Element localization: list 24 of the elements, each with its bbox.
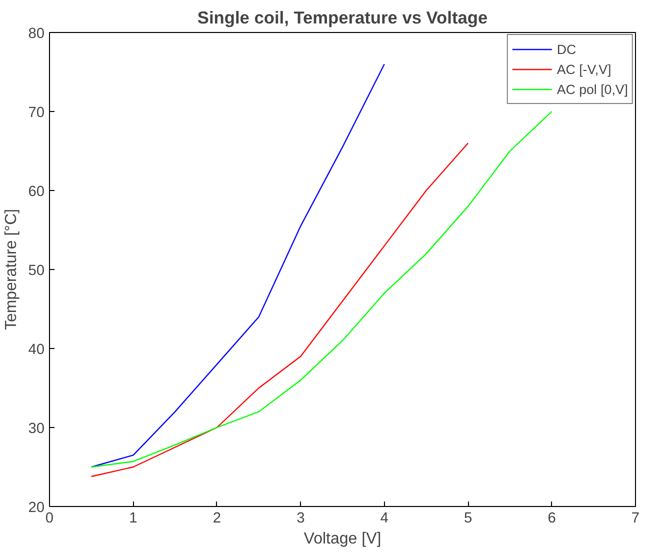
line-series bbox=[90, 63, 385, 468]
line-series bbox=[90, 142, 469, 478]
y-tick-label: 70 bbox=[28, 105, 45, 121]
y-tick-label: 50 bbox=[28, 263, 45, 279]
x-tick-label: 1 bbox=[129, 510, 138, 526]
y-tick-label: 60 bbox=[28, 184, 45, 200]
legend-label: DC bbox=[556, 42, 577, 56]
x-tick-label: 0 bbox=[45, 510, 54, 526]
x-axis-title: Voltage [V] bbox=[304, 530, 382, 548]
y-tick-label: 30 bbox=[28, 421, 45, 437]
legend-label: AC pol [0,V] bbox=[556, 82, 628, 96]
x-tick-label: 2 bbox=[212, 510, 222, 526]
x-tick-label: 4 bbox=[380, 510, 388, 526]
y-tick-label: 40 bbox=[28, 342, 45, 358]
y-axis-title: Temperature [°C] bbox=[3, 208, 20, 330]
y-tick-label: 80 bbox=[28, 26, 45, 42]
y-tick-label: 20 bbox=[28, 500, 45, 516]
legend-label: AC [-V,V] bbox=[556, 62, 612, 76]
line-series bbox=[90, 110, 552, 468]
x-tick-label: 5 bbox=[464, 510, 472, 526]
chart-title: Single coil, Temperature vs Voltage bbox=[197, 8, 488, 28]
x-tick-label: 6 bbox=[548, 510, 556, 526]
x-tick-label: 3 bbox=[296, 510, 305, 526]
x-tick-label: 7 bbox=[631, 510, 640, 526]
